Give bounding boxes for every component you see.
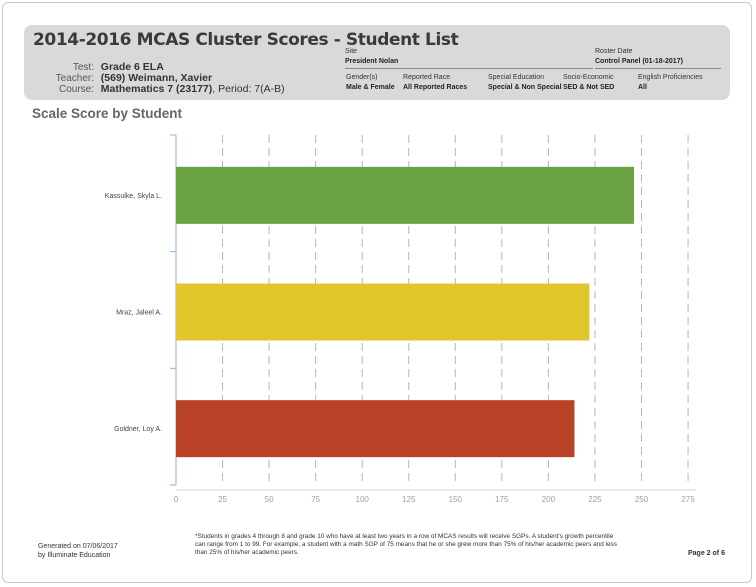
generated-note: Generated on 07/06/2017 by Illuminate Ed… (38, 542, 118, 560)
teacher-value: (569) Weimann, Xavier (100, 72, 213, 84)
sped-label: Special Education (488, 74, 545, 81)
roster-date-label: Roster Date (595, 48, 633, 55)
x-tick-label-25: 25 (218, 495, 227, 504)
sped-value: Special & Non Special (488, 84, 562, 91)
site-value: President Nolan (345, 58, 399, 65)
category-label-1: Kassulke, Skyla L. (105, 193, 162, 200)
race-label: Reported Race (403, 74, 451, 81)
site-divider (345, 68, 593, 69)
x-tick-label-275: 275 (681, 495, 695, 504)
course-row: Course: Mathematics 7 (23177), Period: 7… (32, 83, 285, 95)
test-value: Grade 6 ELA (100, 61, 164, 73)
x-tick-label-0: 0 (174, 495, 179, 504)
course-period: , Period: 7(A-B) (212, 83, 285, 95)
x-tick-label-50: 50 (265, 495, 274, 504)
test-label: Test: (72, 62, 94, 73)
race-value: All Reported Races (403, 84, 468, 91)
gender-label: Gender(s) (346, 74, 378, 81)
teacher-row: Teacher: (569) Weimann, Xavier (32, 72, 212, 84)
bar-3 (176, 400, 575, 458)
x-tick-label-225: 225 (588, 495, 602, 504)
x-tick-label-150: 150 (449, 495, 463, 504)
sgp-footnote: *Students in grades 4 through 8 and grad… (195, 533, 617, 557)
generated-by: by Illuminate Education (38, 552, 111, 559)
roster-date-value: Control Panel (01-18-2017) (595, 58, 683, 65)
ses-label: Socio-Economic (563, 74, 614, 81)
page-number: Page 2 of 6 (688, 550, 725, 557)
test-row: Test: Grade 6 ELA (32, 61, 164, 73)
bar-2 (176, 283, 590, 341)
category-label-2: Mraz, Jaleel A. (116, 310, 162, 317)
x-tick-label-125: 125 (402, 495, 416, 504)
x-tick-label-100: 100 (356, 495, 370, 504)
x-tick-label-75: 75 (311, 495, 320, 504)
ell-value: All (638, 84, 647, 91)
ses-value: SED & Not SED (563, 84, 615, 91)
gender-value: Male & Female (346, 84, 395, 91)
x-tick-label-175: 175 (495, 495, 509, 504)
category-label-3: Goldner, Loy A. (114, 426, 162, 433)
teacher-label: Teacher: (55, 73, 94, 84)
generated-date: Generated on 07/06/2017 (38, 543, 118, 550)
x-tick-label-250: 250 (635, 495, 649, 504)
roster-divider (595, 68, 721, 69)
report-title: 2014-2016 MCAS Cluster Scores - Student … (33, 30, 459, 50)
course-label: Course: (58, 84, 94, 95)
course-value: Mathematics 7 (23177) (100, 83, 213, 95)
site-label: Site (345, 48, 358, 55)
bar-1 (176, 166, 635, 224)
report-header: 2014-2016 MCAS Cluster Scores - Student … (24, 25, 730, 100)
x-tick-label-200: 200 (542, 495, 556, 504)
section-title: Scale Score by Student (32, 106, 183, 121)
ell-label: English Proficiencies (638, 74, 703, 81)
